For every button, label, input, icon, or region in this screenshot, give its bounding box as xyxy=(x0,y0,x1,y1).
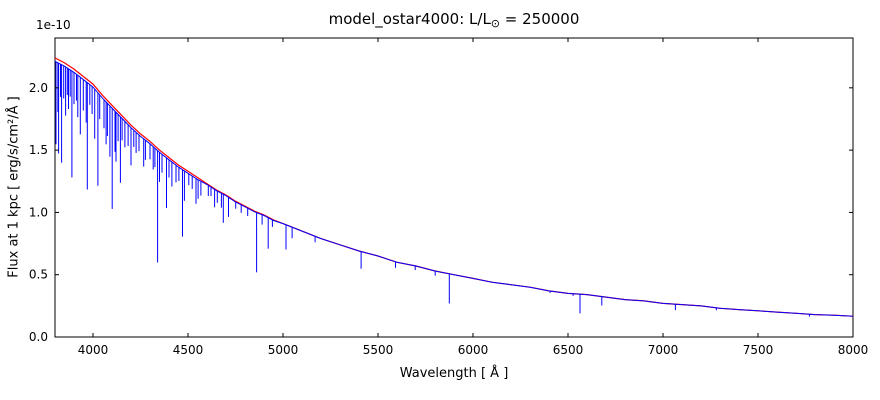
svg-text:0.5: 0.5 xyxy=(29,268,48,282)
solar-symbol: ⊙ xyxy=(490,17,501,30)
svg-text:1.5: 1.5 xyxy=(29,143,48,157)
y-axis-label: Flux at 1 kpc [ erg/s/cm²/Å ] xyxy=(6,96,22,278)
chart-title-value: = 250000 xyxy=(500,10,580,28)
svg-text:5000: 5000 xyxy=(268,343,299,357)
svg-text:8000: 8000 xyxy=(838,343,869,357)
svg-text:7000: 7000 xyxy=(648,343,679,357)
svg-text:4500: 4500 xyxy=(173,343,204,357)
chart-title-text: model_ostar4000: L/L xyxy=(328,10,491,28)
y-offset-label: 1e-10 xyxy=(36,18,71,32)
chart-title: model_ostar4000: L/L⊙ = 250000 xyxy=(329,10,580,30)
svg-text:0.0: 0.0 xyxy=(29,330,48,344)
svg-text:1.0: 1.0 xyxy=(29,205,48,219)
svg-text:2.0: 2.0 xyxy=(29,81,48,95)
svg-text:6000: 6000 xyxy=(458,343,489,357)
svg-text:6500: 6500 xyxy=(553,343,584,357)
svg-text:5500: 5500 xyxy=(363,343,394,357)
svg-text:4000: 4000 xyxy=(78,343,109,357)
x-axis-label: Wavelength [ Å ] xyxy=(399,366,509,381)
svg-text:7500: 7500 xyxy=(743,343,774,357)
